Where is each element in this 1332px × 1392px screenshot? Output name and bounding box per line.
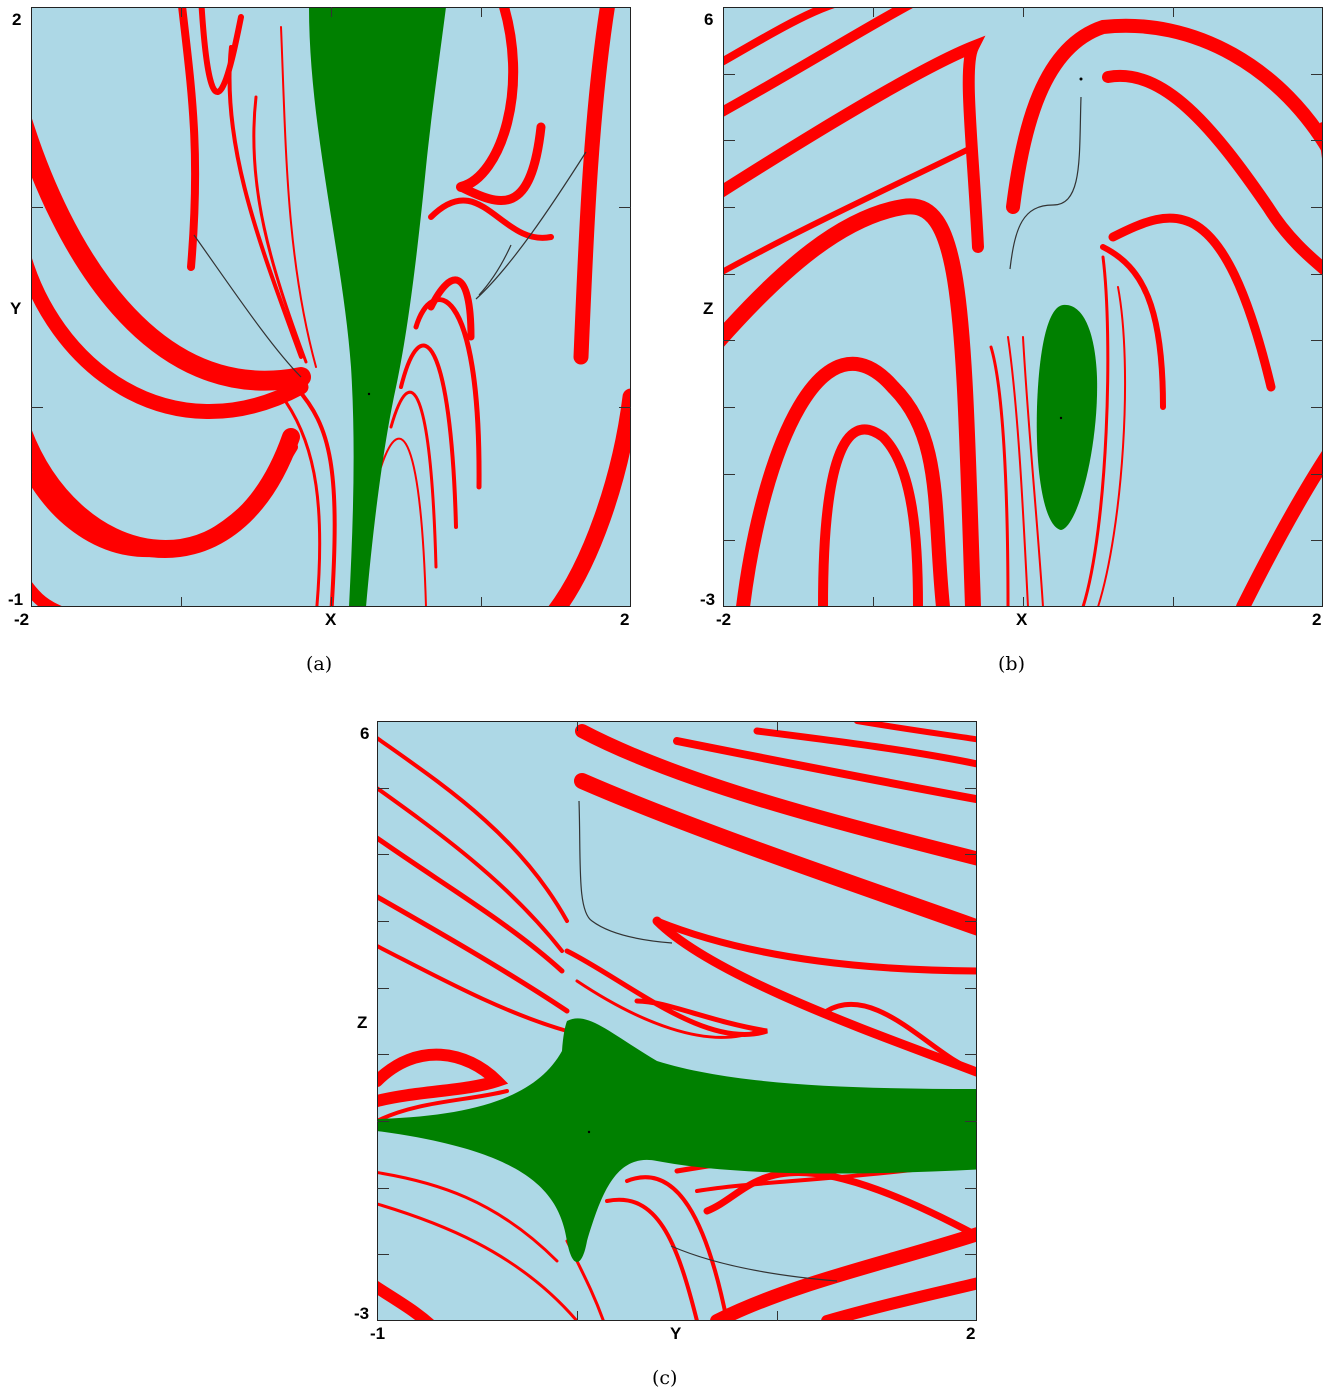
panel-b-basin-image bbox=[723, 7, 1323, 607]
panel-b-xlabel: X bbox=[1016, 610, 1028, 629]
panel-a-ylabel: Y bbox=[10, 299, 22, 318]
panel-c-red-bands bbox=[377, 721, 977, 1321]
panel-b-y-max: 6 bbox=[704, 10, 714, 29]
panel-b-x-min: -2 bbox=[716, 610, 732, 629]
panel-c-y-max: 6 bbox=[360, 724, 370, 743]
panel-b-fixed-point bbox=[1059, 416, 1063, 420]
panel-b-point bbox=[1079, 77, 1083, 81]
panel-c-caption: (c) bbox=[652, 1367, 678, 1389]
panel-b-green-basin bbox=[1036, 304, 1098, 530]
panel-a-plot bbox=[31, 7, 631, 607]
panel-c-basin-image bbox=[377, 721, 977, 1321]
panel-a-curves bbox=[193, 151, 587, 378]
panel-c-green-basin bbox=[377, 1018, 977, 1262]
panel-c-y-min: -3 bbox=[354, 1304, 370, 1323]
panel-c-xlabel: Y bbox=[670, 1324, 682, 1343]
panel-a-fixed-point bbox=[367, 392, 371, 396]
panel-a-x-min: -2 bbox=[14, 610, 30, 629]
panel-a-y-max: 2 bbox=[12, 10, 22, 29]
panel-b-plot bbox=[723, 7, 1323, 607]
panel-c-ylabel: Z bbox=[357, 1013, 368, 1032]
panel-c-x-max: 2 bbox=[966, 1324, 976, 1343]
panel-a-caption: (a) bbox=[306, 653, 333, 675]
panel-b-caption: (b) bbox=[998, 653, 1025, 675]
panel-a-green-basin bbox=[309, 7, 446, 607]
panel-c-fixed-point bbox=[587, 1130, 591, 1134]
panel-b-y-min: -3 bbox=[700, 590, 716, 609]
panel-c-curves bbox=[578, 800, 838, 1282]
panel-c-x-min: -1 bbox=[370, 1324, 386, 1343]
panel-a-y-min: -1 bbox=[8, 590, 24, 609]
panel-a-xlabel: X bbox=[325, 610, 337, 629]
panel-a-red-bands bbox=[31, 7, 631, 607]
panel-b-red-bands bbox=[723, 7, 1323, 607]
panel-b-ylabel: Z bbox=[703, 299, 714, 318]
panel-a-basin-image bbox=[31, 7, 631, 607]
panel-b-x-max: 2 bbox=[1312, 610, 1322, 629]
panel-a-x-max: 2 bbox=[620, 610, 630, 629]
panel-b-curves bbox=[1009, 96, 1082, 270]
panel-c-plot bbox=[377, 721, 977, 1321]
